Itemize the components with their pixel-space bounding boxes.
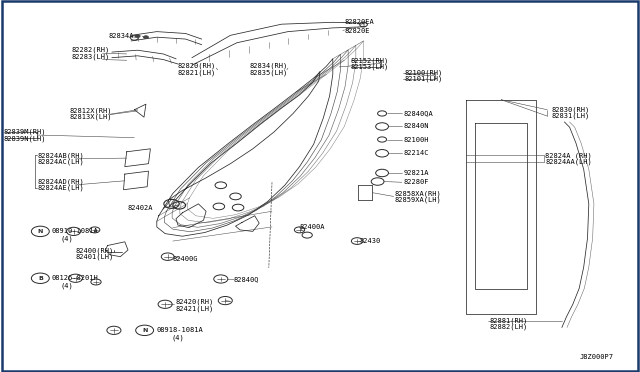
Text: 82830(RH): 82830(RH) (552, 106, 590, 113)
Text: 92821A: 92821A (403, 170, 429, 176)
Text: 82824AB(RH): 82824AB(RH) (37, 152, 84, 159)
Text: 82858XA(RH): 82858XA(RH) (395, 190, 442, 197)
Text: 82834(RH): 82834(RH) (250, 63, 288, 70)
Text: 82824AC(LH): 82824AC(LH) (37, 158, 84, 165)
Text: 82840N: 82840N (403, 124, 429, 129)
Text: 82835(LH): 82835(LH) (250, 69, 288, 76)
Text: 82821(LH): 82821(LH) (178, 69, 216, 76)
Text: 82840Q: 82840Q (234, 276, 259, 282)
Text: 82813X(LH): 82813X(LH) (69, 114, 111, 121)
Text: 82840QA: 82840QA (403, 110, 433, 116)
Text: 82824AA(LH): 82824AA(LH) (545, 158, 592, 165)
Text: 82881(RH): 82881(RH) (490, 317, 528, 324)
Text: 82824AD(RH): 82824AD(RH) (37, 178, 84, 185)
Text: (4): (4) (61, 282, 74, 289)
Text: 82153(LH): 82153(LH) (351, 63, 389, 70)
Text: N: N (38, 229, 43, 234)
Text: 82100H: 82100H (403, 137, 429, 142)
Text: 82839N(LH): 82839N(LH) (3, 135, 45, 142)
Text: 82152(RH): 82152(RH) (351, 57, 389, 64)
Text: (4): (4) (172, 334, 184, 341)
Text: 82820(RH): 82820(RH) (178, 63, 216, 70)
Text: 82831(LH): 82831(LH) (552, 113, 590, 119)
Circle shape (135, 35, 140, 38)
Text: 82859XA(LH): 82859XA(LH) (395, 196, 442, 203)
Circle shape (136, 325, 154, 336)
Text: N: N (142, 328, 147, 333)
Text: 82214C: 82214C (403, 150, 429, 156)
Text: 82400A: 82400A (300, 224, 325, 230)
Text: 82812X(RH): 82812X(RH) (69, 108, 111, 114)
Text: 82400(RH): 82400(RH) (76, 247, 114, 254)
Text: 82101(LH): 82101(LH) (404, 76, 443, 83)
Text: 08918-1081A: 08918-1081A (157, 327, 204, 333)
Text: 82834A: 82834A (109, 33, 134, 39)
Text: 82421(LH): 82421(LH) (176, 305, 214, 312)
Text: 82402A: 82402A (128, 205, 154, 211)
Text: (4): (4) (61, 235, 74, 242)
Text: 82820EA: 82820EA (344, 19, 374, 25)
Text: 82824A (RH): 82824A (RH) (545, 152, 592, 159)
Text: 82820E: 82820E (344, 28, 370, 33)
Text: 82282(RH): 82282(RH) (72, 47, 110, 54)
Circle shape (143, 36, 148, 39)
Text: 82280F: 82280F (403, 179, 429, 185)
Text: 82100(RH): 82100(RH) (404, 70, 443, 76)
Text: B: B (38, 276, 43, 281)
Text: 82420(RH): 82420(RH) (176, 299, 214, 305)
Text: 08126-8201H: 08126-8201H (51, 275, 98, 281)
Text: 82430: 82430 (360, 238, 381, 244)
Text: 82839M(RH): 82839M(RH) (3, 129, 45, 135)
Circle shape (31, 273, 49, 283)
Text: 82400G: 82400G (173, 256, 198, 262)
Text: 82882(LH): 82882(LH) (490, 324, 528, 330)
Text: 08910-1081A: 08910-1081A (51, 228, 98, 234)
Text: 82824AE(LH): 82824AE(LH) (37, 185, 84, 191)
Text: 82283(LH): 82283(LH) (72, 53, 110, 60)
Text: 82401(LH): 82401(LH) (76, 253, 114, 260)
Text: J8Z000P7: J8Z000P7 (579, 354, 613, 360)
Circle shape (31, 226, 49, 237)
